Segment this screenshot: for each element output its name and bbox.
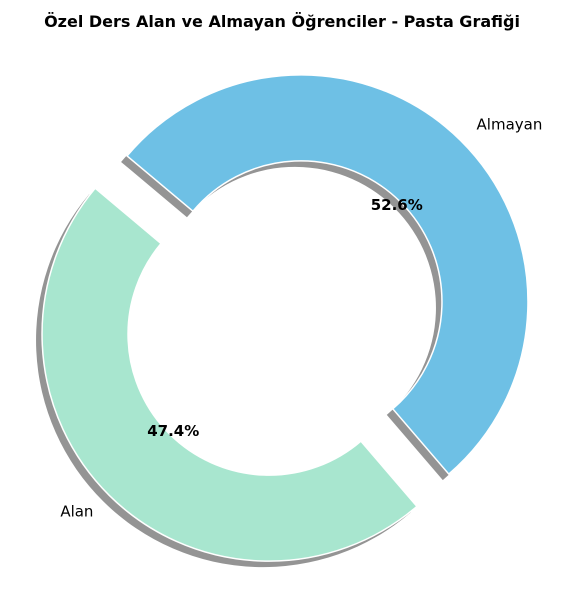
slice-label-alan: Alan <box>60 503 93 521</box>
slice-label-almayan: Almayan <box>477 115 543 133</box>
slice-labels: Alan 47.4% Almayan 52.6% <box>60 115 542 520</box>
slice-percent-almayan: 52.6% <box>371 196 423 214</box>
slices <box>41 74 529 562</box>
slice-percent-alan: 47.4% <box>147 422 199 440</box>
slice-alan <box>41 187 418 562</box>
slice-almayan <box>126 74 529 476</box>
chart-title: Özel Ders Alan ve Almayan Öğrenciler - P… <box>44 12 520 31</box>
